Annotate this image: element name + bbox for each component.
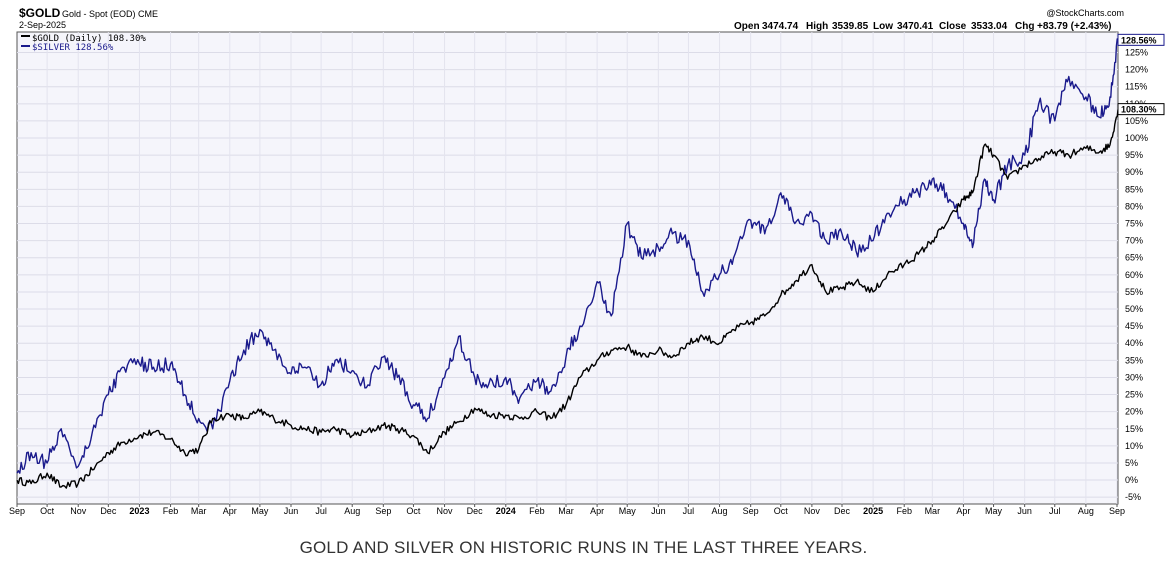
badge-gold: 108.30% (1121, 105, 1157, 115)
x-tick-label: Oct (774, 506, 789, 516)
x-tick-label: 2025 (863, 506, 883, 516)
legend-silver-swatch (21, 45, 30, 47)
chart-date: 2-Sep-2025 (19, 20, 66, 30)
x-tick-label: Jul (1049, 506, 1061, 516)
ohlc-chg-label: Chg (1015, 21, 1034, 32)
x-axis: Sep Oct Nov Dec 2023 Feb Mar Apr May Jun Jul Aug Sep… (9, 504, 1125, 516)
x-tick-label: May (985, 506, 1003, 516)
plot-area (16, 31, 1119, 505)
x-tick-label: Dec (100, 506, 117, 516)
x-tick-label: 2023 (129, 506, 149, 516)
y-tick-label: 55% (1125, 287, 1143, 297)
y-tick-label: 5% (1125, 458, 1138, 468)
y-tick-label: 95% (1125, 150, 1143, 160)
y-tick-label: 0% (1125, 475, 1138, 485)
ohlc-open-label: Open (734, 21, 760, 32)
y-tick-label: 90% (1125, 167, 1143, 177)
y-tick-label: 115% (1125, 82, 1147, 92)
y-tick-label: 65% (1125, 253, 1143, 263)
x-tick-label: Mar (558, 506, 574, 516)
ohlc-close-value: 3533.04 (971, 21, 1008, 32)
x-tick-label: May (619, 506, 637, 516)
y-tick-label: 85% (1125, 184, 1143, 194)
y-tick-label: 105% (1125, 116, 1148, 126)
ohlc-low-label: Low (873, 21, 893, 32)
series-line-gold (16, 109, 1119, 489)
x-tick-label: Aug (344, 506, 360, 516)
y-tick-label: -5% (1125, 492, 1141, 502)
y-tick-label: 15% (1125, 424, 1143, 434)
y-tick-label: 70% (1125, 236, 1143, 246)
y-tick-label: 50% (1125, 304, 1143, 314)
x-tick-label: Nov (437, 506, 454, 516)
x-tick-label: Jul (683, 506, 695, 516)
x-tick-label: Nov (70, 506, 87, 516)
badge-silver-box (1117, 33, 1165, 46)
x-tick-label: Feb (529, 506, 545, 516)
y-tick-label: 120% (1125, 65, 1148, 75)
y-tick-label: 20% (1125, 407, 1143, 417)
x-tick-label: Jun (1017, 506, 1032, 516)
x-tick-label: Jul (315, 506, 327, 516)
ohlc-close-label: Close (939, 21, 967, 32)
chart-description: Gold - Spot (EOD) CME (62, 9, 158, 19)
ohlc-chg-value: +83.79 (+2.43%) (1037, 21, 1112, 32)
y-tick-label: 100% (1125, 133, 1148, 143)
series-lines (16, 38, 1119, 489)
x-tick-label: Feb (163, 506, 179, 516)
y-tick-label: 40% (1125, 338, 1143, 348)
legend: $GOLD (Daily) 108.30% $SILVER 128.56% (21, 34, 146, 53)
x-tick-label: Dec (467, 506, 484, 516)
y-tick-label: 45% (1125, 321, 1143, 331)
brand-watermark: @StockCharts.com (1046, 8, 1124, 18)
x-tick-label: Mar (925, 506, 941, 516)
x-tick-label: Nov (804, 506, 821, 516)
x-tick-label: Sep (9, 506, 25, 516)
y-tick-label: 25% (1125, 390, 1143, 400)
x-tick-label: Apr (956, 506, 970, 516)
ohlc-low-value: 3470.41 (897, 21, 934, 32)
x-tick-label: 2024 (496, 506, 516, 516)
badge-silver: 128.56% (1121, 35, 1157, 45)
x-tick-label: Aug (712, 506, 728, 516)
caption: GOLD AND SILVER ON HISTORIC RUNS IN THE … (299, 538, 868, 557)
y-tick-label: 35% (1125, 355, 1143, 365)
x-tick-label: Feb (896, 506, 912, 516)
x-tick-label: Dec (834, 506, 851, 516)
y-tick-label: 60% (1125, 270, 1143, 280)
y-tick-label: 80% (1125, 201, 1143, 211)
ohlc-high-label: High (806, 21, 828, 32)
series-line-silver (16, 38, 1119, 474)
x-tick-label: Jun (284, 506, 299, 516)
chart-symbol: $GOLD (19, 6, 61, 20)
x-tick-label: Jun (651, 506, 666, 516)
x-tick-label: May (251, 506, 269, 516)
y-tick-label: 75% (1125, 219, 1143, 229)
y-tick-label: 125% (1125, 48, 1148, 58)
x-tick-label: Aug (1078, 506, 1094, 516)
ohlc-open-value: 3474.74 (762, 21, 799, 32)
x-tick-label: Sep (1109, 506, 1125, 516)
x-tick-label: Apr (590, 506, 604, 516)
x-tick-label: Apr (223, 506, 237, 516)
x-tick-label: Sep (743, 506, 759, 516)
value-badges: 128.56% 108.30% (1117, 33, 1165, 116)
y-axis: -5% 0% 5% 10% 15% 20% 25% 30% 35% 40% 45% 50% 55% 60%… (1125, 48, 1148, 503)
x-tick-label: Oct (40, 506, 55, 516)
y-tick-label: 10% (1125, 441, 1143, 451)
legend-silver: $SILVER 128.56% (32, 43, 114, 53)
ohlc-high-value: 3539.85 (832, 21, 869, 32)
x-tick-label: Oct (406, 506, 421, 516)
legend-gold: $GOLD (Daily) 108.30% (32, 34, 146, 44)
chart: $GOLD Gold - Spot (EOD) CME 2-Sep-2025 @… (9, 6, 1165, 516)
legend-gold-swatch (21, 35, 30, 37)
x-tick-label: Mar (191, 506, 207, 516)
badge-gold-box (1117, 103, 1165, 116)
x-tick-label: Sep (375, 506, 391, 516)
y-tick-label: 30% (1125, 372, 1143, 382)
